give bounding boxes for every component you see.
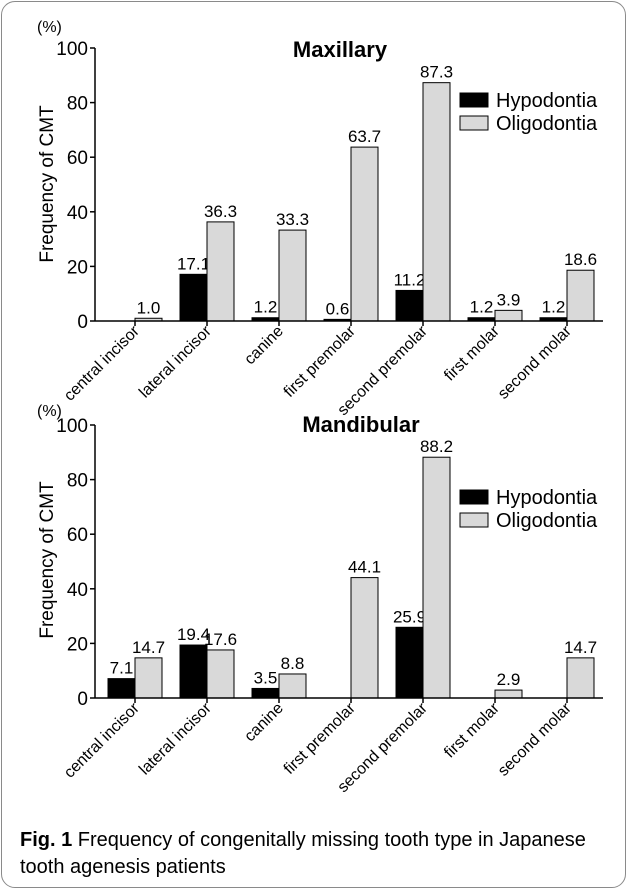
legend-label-oligodontia: Oligodontia	[496, 113, 598, 135]
legend-swatch-hypodontia	[459, 92, 489, 108]
legend-swatch-hypodontia	[459, 489, 489, 505]
data-label-hypodontia-first-molar: 1.2	[470, 298, 494, 317]
y-tick-label: 80	[67, 94, 88, 115]
data-label-hypodontia-first-premolar: 0.6	[326, 299, 350, 318]
data-label-oligodontia-central-incisor: 1.0	[137, 298, 161, 317]
y-tick-label: 20	[67, 257, 88, 278]
bar-oligodontia-lateral-incisor	[206, 649, 235, 699]
legend-label-hypodontia: Hypodontia	[496, 487, 598, 509]
x-tick-label-lateral-incisor: lateral incisor	[136, 322, 215, 401]
x-tick-label-central-incisor: central incisor	[61, 322, 143, 404]
data-label-oligodontia-lateral-incisor: 17.6	[204, 630, 237, 649]
bar-oligodontia-first-premolar	[350, 577, 379, 699]
x-tick-label-central-incisor: central incisor	[61, 699, 143, 781]
y-tick-label: 20	[67, 634, 88, 655]
data-label-hypodontia-lateral-incisor: 19.4	[177, 625, 210, 644]
legend-label-hypodontia: Hypodontia	[496, 90, 598, 112]
x-tick-label-first-molar: first molar	[441, 322, 503, 384]
bar-oligodontia-canine	[278, 229, 307, 322]
data-label-hypodontia-second-molar: 1.2	[542, 298, 566, 317]
figure-caption: Fig. 1 Frequency of congenitally missing…	[20, 827, 610, 881]
maxillary-chart: Maxillary (%) Frequency of CMT 0 20 40 60 80 100…	[37, 19, 603, 419]
y-tick-label: 40	[67, 580, 88, 601]
bar-oligodontia-first-molar	[494, 309, 523, 322]
bar-oligodontia-second-molar	[566, 657, 595, 699]
legend-swatch-oligodontia	[459, 512, 489, 528]
bar-hypodontia-second-premolar	[395, 289, 424, 322]
bar-hypodontia-central-incisor	[107, 678, 136, 699]
x-tick-label-canine: canine	[241, 323, 286, 368]
x-tick-label-first-premolar: first premolar	[281, 699, 360, 778]
y-axis-label: Frequency of CMT	[37, 105, 58, 263]
y-axis-unit: (%)	[37, 403, 62, 420]
legend-swatch-oligodontia	[459, 115, 489, 131]
data-label-oligodontia-central-incisor: 14.7	[132, 638, 165, 657]
data-label-hypodontia-second-premolar: 25.9	[393, 607, 426, 626]
data-label-hypodontia-central-incisor: 7.1	[110, 659, 134, 678]
bar-oligodontia-central-incisor	[134, 657, 163, 699]
y-tick-label: 60	[67, 148, 88, 169]
x-tick-label-first-premolar: first premolar	[281, 322, 360, 401]
data-label-hypodontia-canine: 3.5	[254, 668, 278, 687]
y-tick-label: 60	[67, 525, 88, 546]
x-tick-label-second-molar: second molar	[495, 699, 575, 779]
y-tick-label: 0	[77, 312, 88, 333]
data-label-oligodontia-second-premolar: 88.2	[420, 437, 453, 456]
data-label-oligodontia-lateral-incisor: 36.3	[204, 202, 237, 221]
x-tick-label-lateral-incisor: lateral incisor	[136, 699, 215, 778]
y-axis-label: Frequency of CMT	[37, 481, 58, 639]
y-axis-unit: (%)	[37, 19, 62, 36]
bar-hypodontia-lateral-incisor	[179, 273, 208, 322]
data-label-oligodontia-first-molar: 3.9	[497, 290, 521, 309]
data-label-oligodontia-first-molar: 2.9	[497, 670, 521, 689]
data-label-oligodontia-canine: 8.8	[281, 654, 305, 673]
y-tick-label: 100	[56, 416, 88, 437]
data-label-hypodontia-lateral-incisor: 17.1	[177, 254, 210, 273]
x-tick-label-canine: canine	[241, 700, 286, 745]
data-label-hypodontia-canine: 1.2	[254, 298, 278, 317]
bar-oligodontia-second-molar	[566, 269, 595, 322]
data-label-oligodontia-second-molar: 18.6	[564, 250, 597, 269]
data-label-oligodontia-first-premolar: 44.1	[348, 558, 381, 577]
bar-oligodontia-second-premolar	[422, 82, 451, 322]
data-label-hypodontia-second-premolar: 11.2	[394, 270, 426, 289]
mandibular-chart: Mandibular (%) Frequency of CMT 0 20 40 60 80 10…	[37, 403, 603, 796]
bar-oligodontia-second-premolar	[422, 456, 451, 699]
y-tick-label: 80	[67, 471, 88, 492]
data-label-oligodontia-second-premolar: 87.3	[420, 63, 453, 82]
bar-hypodontia-canine	[251, 687, 280, 699]
bar-hypodontia-second-premolar	[395, 626, 424, 699]
data-label-oligodontia-second-molar: 14.7	[564, 638, 597, 657]
y-tick-label: 40	[67, 203, 88, 224]
bar-oligodontia-first-premolar	[350, 146, 379, 322]
x-tick-label-second-molar: second molar	[495, 322, 575, 402]
figure-caption-text: Frequency of congenitally missing tooth …	[20, 829, 586, 878]
data-label-oligodontia-first-premolar: 63.7	[348, 127, 381, 146]
bar-hypodontia-lateral-incisor	[179, 644, 208, 699]
chart-figure: Maxillary (%) Frequency of CMT 0 20 40 60 80 100…	[37, 19, 603, 796]
y-tick-label: 0	[77, 689, 88, 710]
mandibular-chart-title: Mandibular	[302, 412, 420, 437]
maxillary-chart-title: Maxillary	[293, 37, 388, 62]
bar-oligodontia-lateral-incisor	[206, 221, 235, 322]
data-label-oligodontia-canine: 33.3	[276, 210, 309, 229]
y-tick-label: 100	[56, 39, 88, 60]
x-tick-label-first-molar: first molar	[441, 699, 503, 761]
figure-label: Fig. 1	[20, 829, 73, 851]
legend-label-oligodontia: Oligodontia	[496, 510, 598, 532]
bar-oligodontia-first-molar	[494, 689, 523, 699]
bar-oligodontia-canine	[278, 673, 307, 699]
